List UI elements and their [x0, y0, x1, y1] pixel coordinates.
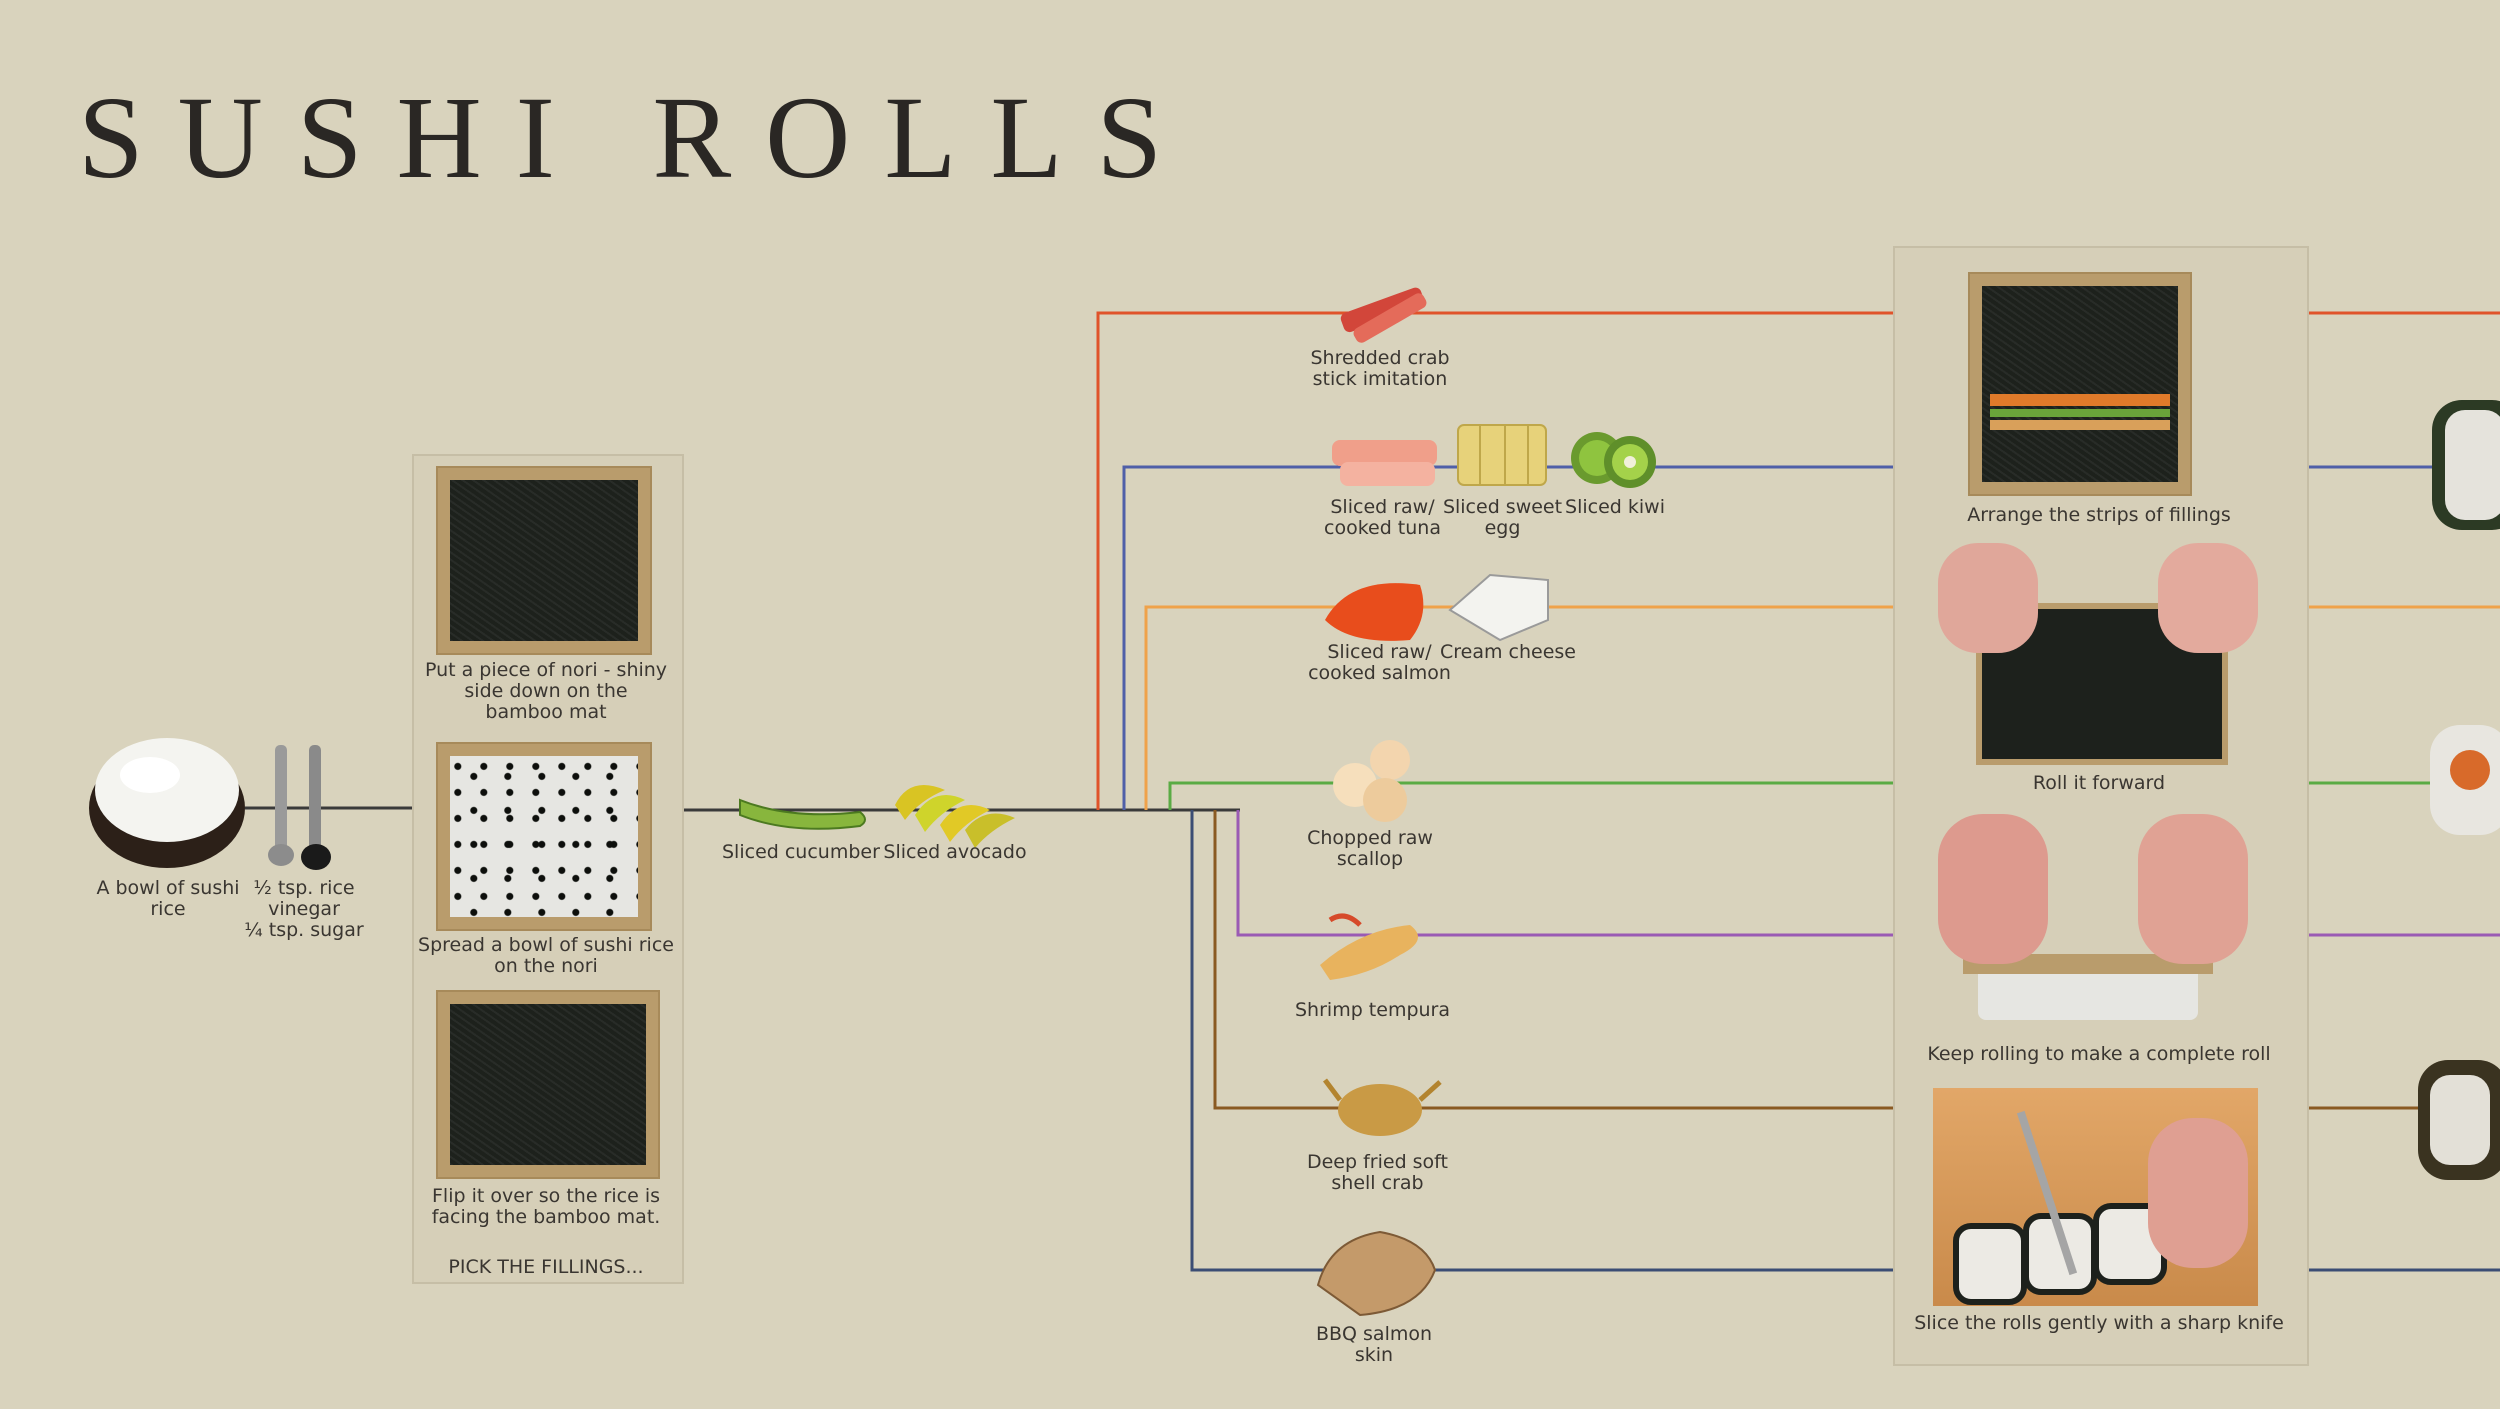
cucumber-icon	[739, 798, 866, 830]
roll-slice-icon-3	[2418, 1060, 2500, 1180]
roll-forward-label: Roll it forward	[2032, 772, 2166, 794]
kiwi-label: Sliced kiwi	[1565, 496, 1665, 518]
nori-on-mat-photo	[436, 466, 652, 655]
egg-icon	[1457, 424, 1547, 486]
salmon-skin-label: BBQ salmon skin	[1315, 1323, 1433, 1366]
roll-slice-icon-1	[2432, 400, 2500, 530]
cucumber-label: Sliced cucumber	[722, 841, 880, 863]
roll-slice-icon-2	[2430, 725, 2500, 835]
arrange-fillings-photo	[1968, 272, 2192, 496]
salmon-skin-icon	[1316, 1230, 1437, 1317]
flipped-nori-photo	[436, 990, 660, 1179]
crab-stick-label: Shredded crab stick imitation	[1310, 347, 1450, 390]
shrimp-label: Shrimp tempura	[1295, 999, 1451, 1021]
step-nori-label: Put a piece of nori - shiny side down on…	[424, 659, 668, 723]
slice-rolls-label: Slice the rolls gently with a sharp knif…	[1914, 1312, 2284, 1334]
branch-green	[1168, 781, 1893, 810]
egg-label: Sliced sweet egg	[1442, 496, 1563, 539]
kiwi-icon	[1571, 432, 1656, 488]
roll-forward-photo	[1938, 543, 2260, 765]
step-flip-label: Flip it over so the rice is facing the b…	[431, 1185, 661, 1228]
scallop-label: Chopped raw scallop	[1307, 827, 1433, 870]
vinegar-label: ½ tsp. rice vinegar ¼ tsp. sugar	[244, 877, 364, 941]
branch-orange	[1144, 605, 1893, 810]
slice-rolls-photo	[1933, 1088, 2258, 1306]
rice-bowl-icon	[89, 738, 245, 868]
branch-navy	[1190, 810, 1893, 1272]
measuring-spoons-icon	[268, 745, 331, 870]
keep-rolling-label: Keep rolling to make a complete roll	[1927, 1043, 2271, 1065]
crab-stick-icon	[1340, 287, 1427, 343]
cream-cheese-label: Cream cheese	[1440, 641, 1576, 663]
arrange-label: Arrange the strips of fillings	[1967, 504, 2231, 526]
scallop-icon	[1333, 740, 1410, 822]
pick-fillings-label: PICK THE FILLINGS...	[448, 1256, 644, 1278]
page-title: SUSHI ROLLS	[78, 72, 1197, 203]
branch-purple	[1236, 810, 1893, 937]
keep-rolling-photo	[1933, 814, 2255, 1029]
cream-cheese-icon	[1448, 573, 1549, 642]
soft-shell-crab-icon	[1323, 1078, 1442, 1136]
salmon-label: Sliced raw/ cooked salmon	[1308, 641, 1451, 684]
salmon-icon	[1325, 583, 1424, 641]
rice-bowl-label: A bowl of sushi rice	[96, 877, 240, 920]
branch-red	[1096, 311, 1893, 810]
branch-brown	[1213, 810, 1893, 1110]
avocado-icon	[895, 785, 1015, 848]
soft-crab-label: Deep fried soft shell crab	[1306, 1151, 1448, 1194]
tuna-icon	[1332, 440, 1437, 486]
shrimp-icon	[1320, 913, 1418, 980]
rice-on-nori-photo	[436, 742, 652, 931]
avocado-label: Sliced avocado	[883, 841, 1027, 863]
tuna-label: Sliced raw/ cooked tuna	[1324, 496, 1441, 539]
step-spread-label: Spread a bowl of sushi rice on the nori	[418, 934, 674, 977]
